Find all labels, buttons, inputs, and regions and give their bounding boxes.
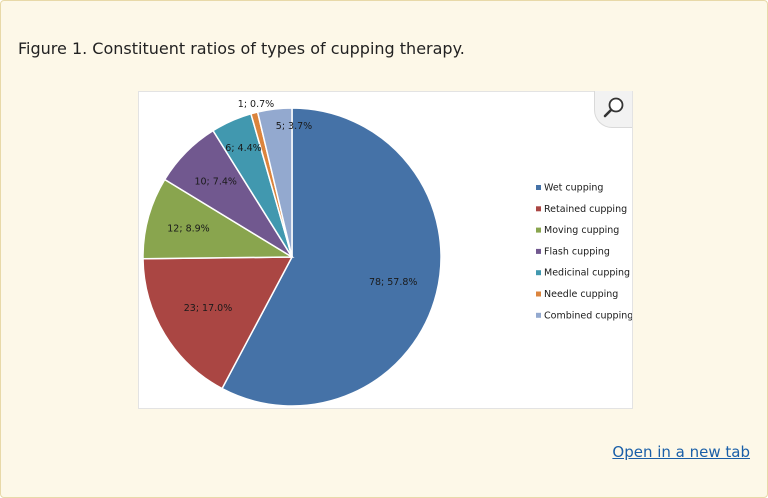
data-label-flash-cupping: 10; 7.4%	[194, 177, 236, 188]
legend-label-medicinal-cupping: Medicinal cupping	[544, 268, 630, 279]
legend-swatch-needle-cupping	[536, 291, 541, 297]
data-label-medicinal-cupping: 6; 4.4%	[225, 143, 261, 154]
legend-swatch-flash-cupping	[536, 248, 541, 254]
data-label-moving-cupping: 12; 8.9%	[167, 224, 209, 235]
open-in-new-tab-link[interactable]: Open in a new tab	[612, 443, 750, 461]
legend-swatch-combined-cupping	[536, 312, 541, 318]
legend-label-retained-cupping: Retained cupping	[544, 204, 627, 215]
pie-chart-figure: 78; 57.8% 23; 17.0% 12; 8.9% 10; 7.4% 6; 4.4…	[138, 91, 633, 409]
data-label-wet-cupping: 78; 57.8%	[369, 277, 418, 288]
legend-label-needle-cupping: Needle cupping	[544, 289, 618, 300]
zoom-button[interactable]	[594, 91, 632, 128]
legend-label-flash-cupping: Flash cupping	[544, 246, 610, 257]
pie-slice-retained-cupping	[142, 256, 294, 390]
pie-slice-combined-cupping	[256, 107, 293, 258]
legend-swatch-medicinal-cupping	[536, 270, 541, 276]
legend-swatch-wet-cupping	[536, 185, 541, 190]
figure-caption: Figure 1. Constituent ratios of types of…	[18, 39, 465, 58]
legend-label-wet-cupping: Wet cupping	[544, 183, 603, 194]
pie-slice-moving-cupping	[142, 178, 295, 260]
legend-label-combined-cupping: Combined cupping	[544, 310, 632, 321]
pie-slice-wet-cupping	[221, 107, 442, 407]
data-label-needle-cupping: 1; 0.7%	[238, 99, 274, 110]
magnifier-icon	[603, 97, 624, 118]
legend-label-moving-cupping: Moving cupping	[544, 225, 619, 236]
legend-swatch-moving-cupping	[536, 227, 541, 233]
pie-chart: 78; 57.8% 23; 17.0% 12; 8.9% 10; 7.4% 6; 4.4…	[142, 99, 632, 407]
data-label-combined-cupping: 5; 3.7%	[276, 121, 312, 132]
legend-swatch-retained-cupping	[536, 206, 541, 212]
data-label-retained-cupping: 23; 17.0%	[184, 303, 233, 314]
